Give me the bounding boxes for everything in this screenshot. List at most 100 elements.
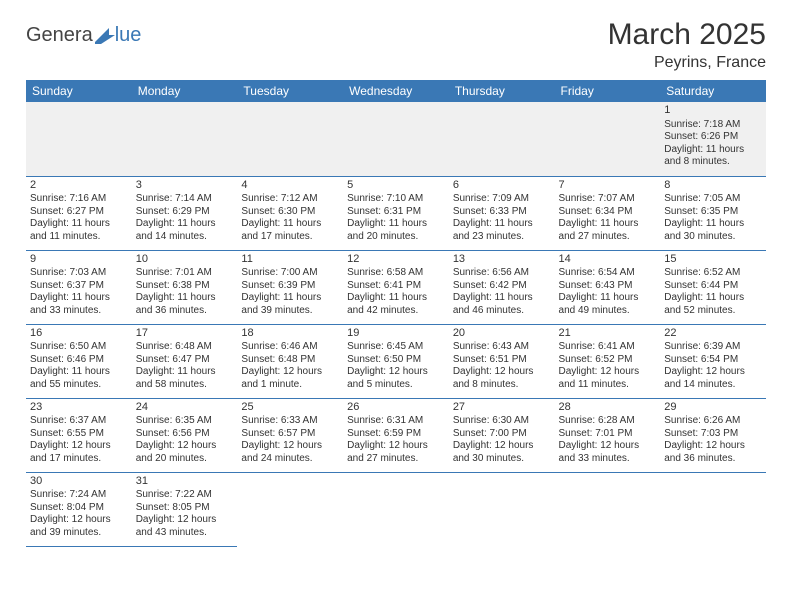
day-number: 2: [30, 179, 128, 193]
sunset-text: Sunset: 6:41 PM: [347, 280, 445, 293]
calendar-cell: 10Sunrise: 7:01 AMSunset: 6:38 PMDayligh…: [132, 250, 238, 324]
location: Peyrins, France: [608, 54, 766, 72]
sunset-text: Sunset: 7:00 PM: [453, 428, 551, 441]
calendar-row: 2Sunrise: 7:16 AMSunset: 6:27 PMDaylight…: [26, 176, 766, 250]
day-header: Saturday: [660, 80, 766, 102]
sunset-text: Sunset: 6:47 PM: [136, 354, 234, 367]
calendar-cell: 28Sunrise: 6:28 AMSunset: 7:01 PMDayligh…: [555, 398, 661, 472]
day-number: 4: [241, 179, 339, 193]
sunset-text: Sunset: 6:44 PM: [664, 280, 762, 293]
sunrise-text: Sunrise: 6:46 AM: [241, 341, 339, 354]
daylight-text: Daylight: 11 hours and 58 minutes.: [136, 366, 234, 391]
calendar-cell: [555, 472, 661, 546]
day-number: 9: [30, 253, 128, 267]
calendar-cell: [343, 472, 449, 546]
sunset-text: Sunset: 8:04 PM: [30, 502, 128, 515]
sunset-text: Sunset: 6:33 PM: [453, 206, 551, 219]
day-number: 23: [30, 401, 128, 415]
daylight-text: Daylight: 12 hours and 27 minutes.: [347, 440, 445, 465]
sunset-text: Sunset: 6:56 PM: [136, 428, 234, 441]
day-number: 12: [347, 253, 445, 267]
sunrise-text: Sunrise: 7:12 AM: [241, 193, 339, 206]
calendar-cell: 4Sunrise: 7:12 AMSunset: 6:30 PMDaylight…: [237, 176, 343, 250]
sunset-text: Sunset: 6:55 PM: [30, 428, 128, 441]
calendar-cell: [449, 102, 555, 176]
sunrise-text: Sunrise: 7:14 AM: [136, 193, 234, 206]
sunrise-text: Sunrise: 6:28 AM: [559, 415, 657, 428]
sunrise-text: Sunrise: 7:09 AM: [453, 193, 551, 206]
daylight-text: Daylight: 11 hours and 14 minutes.: [136, 218, 234, 243]
daylight-text: Daylight: 11 hours and 46 minutes.: [453, 292, 551, 317]
daylight-text: Daylight: 12 hours and 20 minutes.: [136, 440, 234, 465]
day-header: Tuesday: [237, 80, 343, 102]
day-header: Sunday: [26, 80, 132, 102]
sunset-text: Sunset: 8:05 PM: [136, 502, 234, 515]
sunrise-text: Sunrise: 6:33 AM: [241, 415, 339, 428]
sunset-text: Sunset: 6:57 PM: [241, 428, 339, 441]
day-number: 29: [664, 401, 762, 415]
day-number: 19: [347, 327, 445, 341]
day-number: 14: [559, 253, 657, 267]
sunset-text: Sunset: 7:03 PM: [664, 428, 762, 441]
header: Genera lue March 2025 Peyrins, France: [26, 18, 766, 72]
daylight-text: Daylight: 12 hours and 11 minutes.: [559, 366, 657, 391]
calendar-cell: 19Sunrise: 6:45 AMSunset: 6:50 PMDayligh…: [343, 324, 449, 398]
sunset-text: Sunset: 6:26 PM: [664, 131, 762, 144]
sunset-text: Sunset: 6:43 PM: [559, 280, 657, 293]
calendar-cell: 23Sunrise: 6:37 AMSunset: 6:55 PMDayligh…: [26, 398, 132, 472]
sunrise-text: Sunrise: 6:43 AM: [453, 341, 551, 354]
sunrise-text: Sunrise: 6:26 AM: [664, 415, 762, 428]
calendar-cell: [237, 102, 343, 176]
calendar-cell: 20Sunrise: 6:43 AMSunset: 6:51 PMDayligh…: [449, 324, 555, 398]
calendar-cell: [555, 102, 661, 176]
day-number: 28: [559, 401, 657, 415]
calendar-cell: [26, 102, 132, 176]
sunset-text: Sunset: 6:52 PM: [559, 354, 657, 367]
calendar-cell: 12Sunrise: 6:58 AMSunset: 6:41 PMDayligh…: [343, 250, 449, 324]
daylight-text: Daylight: 12 hours and 17 minutes.: [30, 440, 128, 465]
day-number: 31: [136, 475, 234, 489]
sunset-text: Sunset: 6:46 PM: [30, 354, 128, 367]
daylight-text: Daylight: 11 hours and 55 minutes.: [30, 366, 128, 391]
day-number: 6: [453, 179, 551, 193]
sunrise-text: Sunrise: 7:00 AM: [241, 267, 339, 280]
daylight-text: Daylight: 12 hours and 33 minutes.: [559, 440, 657, 465]
calendar-cell: 9Sunrise: 7:03 AMSunset: 6:37 PMDaylight…: [26, 250, 132, 324]
day-number: 1: [664, 104, 762, 118]
calendar-cell: [660, 472, 766, 546]
day-number: 27: [453, 401, 551, 415]
sunrise-text: Sunrise: 7:01 AM: [136, 267, 234, 280]
day-number: 17: [136, 327, 234, 341]
calendar-cell: 17Sunrise: 6:48 AMSunset: 6:47 PMDayligh…: [132, 324, 238, 398]
sunset-text: Sunset: 6:35 PM: [664, 206, 762, 219]
sunrise-text: Sunrise: 6:35 AM: [136, 415, 234, 428]
daylight-text: Daylight: 11 hours and 17 minutes.: [241, 218, 339, 243]
sunrise-text: Sunrise: 6:48 AM: [136, 341, 234, 354]
calendar-row: 1Sunrise: 7:18 AMSunset: 6:26 PMDaylight…: [26, 102, 766, 176]
calendar-cell: 7Sunrise: 7:07 AMSunset: 6:34 PMDaylight…: [555, 176, 661, 250]
day-number: 15: [664, 253, 762, 267]
month-title: March 2025: [608, 18, 766, 52]
sunset-text: Sunset: 6:54 PM: [664, 354, 762, 367]
daylight-text: Daylight: 11 hours and 27 minutes.: [559, 218, 657, 243]
sunset-text: Sunset: 6:39 PM: [241, 280, 339, 293]
calendar-cell: 22Sunrise: 6:39 AMSunset: 6:54 PMDayligh…: [660, 324, 766, 398]
daylight-text: Daylight: 12 hours and 14 minutes.: [664, 366, 762, 391]
sunset-text: Sunset: 6:34 PM: [559, 206, 657, 219]
calendar-cell: 30Sunrise: 7:24 AMSunset: 8:04 PMDayligh…: [26, 472, 132, 546]
sunrise-text: Sunrise: 6:52 AM: [664, 267, 762, 280]
calendar-cell: 24Sunrise: 6:35 AMSunset: 6:56 PMDayligh…: [132, 398, 238, 472]
daylight-text: Daylight: 11 hours and 20 minutes.: [347, 218, 445, 243]
logo-text-lue: lue: [115, 24, 142, 47]
daylight-text: Daylight: 12 hours and 39 minutes.: [30, 514, 128, 539]
day-header: Monday: [132, 80, 238, 102]
logo-text-genera: Genera: [26, 24, 93, 47]
calendar-cell: 26Sunrise: 6:31 AMSunset: 6:59 PMDayligh…: [343, 398, 449, 472]
sunrise-text: Sunrise: 6:41 AM: [559, 341, 657, 354]
calendar-cell: 13Sunrise: 6:56 AMSunset: 6:42 PMDayligh…: [449, 250, 555, 324]
daylight-text: Daylight: 12 hours and 8 minutes.: [453, 366, 551, 391]
calendar-cell: [449, 472, 555, 546]
daylight-text: Daylight: 11 hours and 30 minutes.: [664, 218, 762, 243]
calendar-row: 16Sunrise: 6:50 AMSunset: 6:46 PMDayligh…: [26, 324, 766, 398]
day-number: 20: [453, 327, 551, 341]
